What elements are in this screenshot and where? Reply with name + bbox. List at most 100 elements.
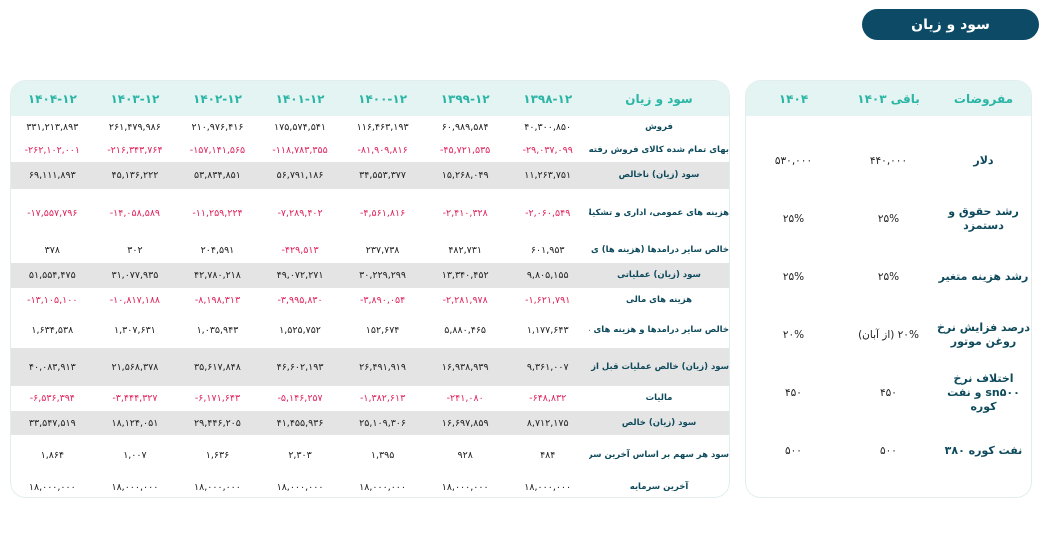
cell-value: ۱۶,۹۳۸,۹۳۹ (423, 348, 507, 386)
cell-value: ۹,۸۰۵,۱۵۵ (506, 263, 589, 288)
assumption-label: اختلاف نرخ sn۵۰۰ و نفت کوره (947, 372, 1020, 413)
cell-value: ۳۰,۲۲۹,۲۹۹ (341, 263, 424, 288)
cell-value: ۵۳,۸۳۴,۸۵۱ (176, 162, 259, 189)
cell-value: -۱۵۷,۱۴۱,۵۶۵ (189, 144, 246, 156)
assumption-column-header: باقی ۱۴۰۳ (841, 81, 936, 116)
assumption-label: درصد فزایش نرخ روغن موتور (936, 321, 1031, 348)
assumption-row: اختلاف نرخ sn۵۰۰ و نفت کوره ۴۵۰ ۴۵۰ (746, 364, 1031, 422)
cell-value: ۳۰۲ (127, 244, 143, 256)
cell-value: ۱۸,۰۰۰,۰۰۰ (441, 481, 489, 493)
cell-value: ۳۵,۶۱۷,۸۴۸ (176, 348, 259, 386)
profit-loss-table-card: سود و زیان ۱۳۹۸-۱۲ ۱۳۹۹-۱۲ ۱۴۰۰-۱۲ ۱۴۰۱-۱۲ ۱۴… (10, 80, 730, 498)
row-label: سود (زیان) عملیاتی (589, 263, 729, 288)
cell-value: ۱,۶۳۶ (205, 450, 230, 461)
cell-value: -۱۱,۲۵۹,۲۲۴ (192, 207, 243, 219)
cell-value: ۲۳۷,۷۳۸ (365, 244, 400, 256)
cell-value: -۱۱۸,۷۸۳,۳۵۵ (272, 144, 328, 156)
cell-value: ۱,۶۳۴,۵۳۸ (31, 325, 74, 336)
row-label: سود (زیان) خالص (589, 411, 729, 435)
cell-value: -۲,۰۶۰,۵۴۹ (525, 207, 571, 219)
column-header-year: ۱۴۰۱-۱۲ (258, 81, 342, 116)
cell-value: ۱۸,۰۰۰,۰۰۰ (276, 481, 324, 493)
cell-value: -۸,۱۹۸,۳۱۳ (194, 295, 241, 306)
cell-value: ۱۳,۳۴۰,۴۵۲ (423, 263, 507, 288)
assumption-value: ۴۵۰ (880, 386, 897, 399)
assumption-value: ۵۳۰,۰۰۰ (774, 154, 813, 167)
profit-loss-table: سود و زیان ۱۳۹۸-۱۲ ۱۳۹۹-۱۲ ۱۴۰۰-۱۲ ۱۴۰۱-۱۲ ۱۴… (11, 81, 729, 497)
cell-value: ۱,۵۲۵,۷۵۲ (279, 325, 321, 336)
cell-value: -۱۰,۸۱۷,۱۸۸ (109, 295, 161, 306)
table-row: سود (زیان) ناخالص ۱۱,۲۶۳,۷۵۱ ۱۵,۲۶۸,۰۴۹ ۳۴,… (11, 162, 729, 189)
cell-value: -۵,۱۴۶,۲۵۷ (277, 393, 323, 404)
table-row: سود (زیان) خالص عملیات قبل از مالیات۹,۳۶… (11, 348, 729, 386)
cell-value: ۳۴,۵۵۳,۳۷۷ (341, 162, 424, 189)
cell-value: ۱۵,۲۶۸,۰۴۹ (423, 162, 507, 189)
cell-value: ۱۸,۰۰۰,۰۰۰ (359, 481, 407, 493)
cell-value: ۳۱,۰۷۷,۹۳۵ (93, 263, 177, 288)
cell-value: -۶,۵۳۶,۳۹۴ (29, 393, 75, 404)
cell-value: ۲۱۰,۹۷۶,۴۱۶ (191, 121, 244, 133)
cell-value: ۱,۱۷۷,۶۴۳ (526, 325, 569, 336)
cell-value: ۳۷۸ (44, 244, 60, 256)
cell-value: -۱۳,۱۰۵,۱۰۰ (27, 295, 78, 306)
cell-value: -۳,۹۹۵,۸۳۰ (277, 295, 323, 306)
cell-value: ۱۱,۲۶۳,۷۵۱ (506, 162, 589, 189)
assumption-label: دلار (973, 154, 994, 167)
cell-value: ۱۸,۰۰۰,۰۰۰ (524, 481, 572, 493)
assumptions-table-card: مفروضات باقی ۱۴۰۳ ۱۴۰۴ دلار ۴۴۰,۰۰۰ ۵۳۰,۰۰۰ ر… (745, 80, 1032, 498)
table-header-row: سود و زیان ۱۳۹۸-۱۲ ۱۳۹۹-۱۲ ۱۴۰۰-۱۲ ۱۴۰۱-۱۲ ۱۴… (11, 81, 729, 116)
assumption-value: ۲۵% (877, 270, 900, 283)
cell-value: ۱,۳۰۷,۶۳۱ (114, 325, 156, 336)
spacer (746, 116, 1031, 132)
cell-value: ۶۰,۹۸۹,۵۸۴ (441, 121, 489, 133)
column-header-label: سود و زیان (589, 81, 729, 116)
cell-value: ۱۸,۰۰۰,۰۰۰ (194, 481, 241, 493)
assumption-row: درصد فزایش نرخ روغن موتور ۲۰% (از آبان) ۲۰… (746, 306, 1031, 364)
spacer-row (746, 116, 1031, 132)
cell-value: -۳,۴۴۴,۳۲۷ (112, 393, 158, 404)
table-header-row: مفروضات باقی ۱۴۰۳ ۱۴۰۴ (746, 81, 1031, 116)
table-row: سود (زیان) عملیاتی ۹,۸۰۵,۱۵۵ ۱۳,۳۴۰,۴۵۲ ۳۰,… (11, 263, 729, 288)
table-row: هزینه های مالی -۱,۶۲۱,۷۹۱ -۲,۲۸۱,۹۷۸ -۳,۸۹۰… (11, 288, 729, 313)
cell-value: ۵,۸۸۰,۴۶۵ (444, 325, 487, 336)
table-row: آخرین سرمایه ۱۸,۰۰۰,۰۰۰ ۱۸,۰۰۰,۰۰۰ ۱۸,۰۰۰,۰… (11, 476, 729, 497)
row-label: خالص سایر درامدها (هزینه ها) ی عملیاتی (589, 244, 729, 255)
row-label: سود (زیان) خالص عملیات قبل از مالیات (589, 348, 729, 386)
cell-value: ۲۶,۴۹۱,۹۱۹ (341, 348, 424, 386)
cell-value: -۴۵,۷۲۱,۵۳۵ (440, 144, 491, 156)
row-label: سود (زیان) ناخالص (589, 162, 729, 189)
assumption-row: نفت کوره ۳۸۰ ۵۰۰ ۵۰۰ (746, 422, 1031, 480)
table-row: بهای تمام شده کالای فروش رفته -۲۹,۰۳۷,۰۹۹… (11, 138, 729, 162)
assumptions-table: مفروضات باقی ۱۴۰۳ ۱۴۰۴ دلار ۴۴۰,۰۰۰ ۵۳۰,۰۰۰ ر… (746, 81, 1031, 480)
assumption-value: ۲۵% (877, 212, 900, 225)
cell-value: -۲,۲۸۱,۹۷۸ (442, 295, 488, 306)
cell-value: ۱,۳۹۵ (370, 450, 395, 461)
cell-value: ۹,۳۶۱,۰۰۷ (506, 348, 589, 386)
cell-value: ۱,۰۳۵,۹۴۳ (196, 325, 239, 336)
cell-value: ۴۵,۱۳۶,۲۲۲ (93, 162, 177, 189)
column-header-year: ۱۳۹۹-۱۲ (423, 81, 507, 116)
row-label: هزینه های مالی (625, 295, 693, 305)
cell-value: ۲۶۱,۴۷۹,۹۸۶ (108, 121, 161, 133)
assumption-value: ۴۵۰ (785, 386, 802, 399)
profit-loss-tab-button[interactable]: سود و زیان (862, 9, 1039, 40)
column-header-year: ۱۴۰۰-۱۲ (341, 81, 424, 116)
column-header-year: ۱۳۹۸-۱۲ (506, 81, 589, 116)
cell-value: ۲۰۴,۵۹۱ (200, 244, 235, 256)
assumption-value: ۴۴۰,۰۰۰ (869, 154, 908, 167)
cell-value: -۸۱,۹۰۹,۸۱۶ (357, 144, 408, 156)
cell-value: -۱۴,۰۵۸,۵۸۹ (109, 207, 161, 219)
cell-value: ۱۵۲,۶۷۴ (365, 325, 400, 336)
cell-value: ۱,۰۰۷ (123, 450, 147, 461)
cell-value: ۲۱,۵۶۸,۳۷۸ (93, 348, 177, 386)
table-row: خالص سایر درامدها و هزینه های غیرعملیاتی… (11, 313, 729, 348)
table-row: سود هر سهم بر اساس آخرین سرمایه ۴۸۴ ۹۲۸ ۱,۳… (11, 435, 729, 476)
cell-value: ۱۸,۰۰۰,۰۰۰ (28, 481, 76, 493)
row-label: سود هر سهم بر اساس آخرین سرمایه (589, 450, 729, 460)
table-row: هزینه های عمومی، اداری و تشکیلاتی -۲,۰۶۰,… (11, 189, 729, 237)
cell-value: -۳,۸۹۰,۰۵۴ (360, 295, 406, 306)
assumption-value: ۵۰۰ (880, 444, 897, 457)
cell-value: ۶۹,۱۱۱,۸۹۳ (11, 162, 94, 189)
table-row: فروش ۴۰,۳۰۰,۸۵۰ ۶۰,۹۸۹,۵۸۴ ۱۱۶,۴۶۳,۱۹۳ ۱۷۵,۵… (11, 116, 729, 138)
cell-value: -۱,۳۸۲,۶۱۳ (360, 393, 406, 404)
